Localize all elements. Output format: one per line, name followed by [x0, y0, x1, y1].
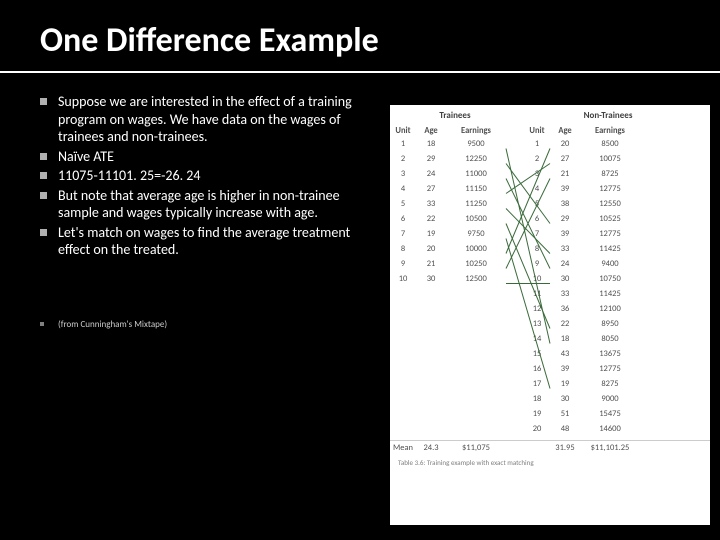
table-row: 103012500103010750 — [390, 272, 710, 287]
table-row: 13228950 — [390, 317, 710, 332]
slide-title: One Difference Example — [0, 0, 720, 71]
bullet-item: Let's match on wages to find the average… — [40, 224, 380, 259]
table-row: 11895001208500 — [390, 137, 710, 152]
data-table: Trainees Non-Trainees Unit Age Earnings … — [390, 105, 710, 525]
table-body: 1189500120850022912250227100753241100032… — [390, 137, 710, 437]
mean-label: Mean — [390, 443, 416, 453]
col-unit: Unit — [390, 126, 416, 136]
group-header-right: Non-Trainees — [538, 110, 678, 121]
mean-right-earn: $11,101.25 — [580, 443, 640, 453]
table-caption: Table 3.6: Training example with exact m… — [390, 454, 710, 467]
mean-left-age: 24.3 — [416, 443, 446, 453]
table-row: 163912775 — [390, 362, 710, 377]
citation: (from Cunningham's Mixtape) — [40, 319, 380, 330]
table-row: 123612100 — [390, 302, 710, 317]
col-unit: Unit — [524, 126, 550, 136]
bullet-item: Naïve ATE — [40, 148, 380, 166]
table-row: 5331125053812550 — [390, 197, 710, 212]
col-earn: Earnings — [446, 126, 506, 136]
table-row: 18309000 — [390, 392, 710, 407]
group-header-left: Trainees — [390, 110, 520, 121]
table-row: 17198275 — [390, 377, 710, 392]
table-row: 204814600 — [390, 422, 710, 437]
table-row: 113311425 — [390, 287, 710, 302]
mean-row: Mean 24.3 $11,075 31.95 $11,101.25 — [390, 440, 710, 454]
table-row: 324110003218725 — [390, 167, 710, 182]
mean-right-age: 31.95 — [550, 443, 580, 453]
table-row: 2291225022710075 — [390, 152, 710, 167]
mean-left-earn: $11,075 — [446, 443, 506, 453]
bullet-list: Suppose we are interested in the effect … — [40, 93, 380, 330]
table-row: 195115475 — [390, 407, 710, 422]
table-row: 921102509249400 — [390, 257, 710, 272]
bullet-item: Suppose we are interested in the effect … — [40, 93, 380, 146]
bullet-item: But note that average age is higher in n… — [40, 187, 380, 222]
table-row: 719975073912775 — [390, 227, 710, 242]
table-row: 6221050062910525 — [390, 212, 710, 227]
col-earn: Earnings — [580, 126, 640, 136]
table-row: 14188050 — [390, 332, 710, 347]
table-row: 154313675 — [390, 347, 710, 362]
bullet-item: 11075-11101. 25=-26. 24 — [40, 167, 380, 185]
col-age: Age — [416, 126, 446, 136]
col-age: Age — [550, 126, 580, 136]
column-headers: Unit Age Earnings Unit Age Earnings — [390, 124, 710, 137]
table-row: 4271115043912775 — [390, 182, 710, 197]
table-row: 8201000083311425 — [390, 242, 710, 257]
